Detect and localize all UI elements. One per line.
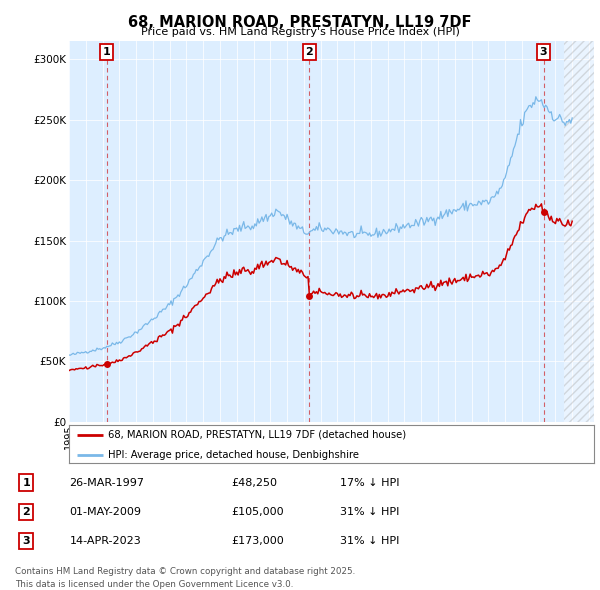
Text: 3: 3	[540, 47, 547, 57]
Text: 31% ↓ HPI: 31% ↓ HPI	[340, 507, 400, 517]
Text: 26-MAR-1997: 26-MAR-1997	[70, 477, 145, 487]
Text: HPI: Average price, detached house, Denbighshire: HPI: Average price, detached house, Denb…	[109, 450, 359, 460]
Text: 2: 2	[23, 507, 30, 517]
Text: £173,000: £173,000	[231, 536, 284, 546]
Text: 3: 3	[23, 536, 30, 546]
Text: 14-APR-2023: 14-APR-2023	[70, 536, 142, 546]
Text: Contains HM Land Registry data © Crown copyright and database right 2025.
This d: Contains HM Land Registry data © Crown c…	[15, 568, 355, 589]
Text: 31% ↓ HPI: 31% ↓ HPI	[340, 536, 400, 546]
Text: 17% ↓ HPI: 17% ↓ HPI	[340, 477, 400, 487]
Text: Price paid vs. HM Land Registry's House Price Index (HPI): Price paid vs. HM Land Registry's House …	[140, 27, 460, 37]
Text: 1: 1	[23, 477, 30, 487]
Text: 1: 1	[103, 47, 110, 57]
Text: 68, MARION ROAD, PRESTATYN, LL19 7DF (detached house): 68, MARION ROAD, PRESTATYN, LL19 7DF (de…	[109, 430, 407, 440]
Text: £48,250: £48,250	[231, 477, 277, 487]
Polygon shape	[564, 41, 594, 422]
Text: £105,000: £105,000	[231, 507, 284, 517]
Text: 01-MAY-2009: 01-MAY-2009	[70, 507, 142, 517]
Text: 2: 2	[305, 47, 313, 57]
Text: 68, MARION ROAD, PRESTATYN, LL19 7DF: 68, MARION ROAD, PRESTATYN, LL19 7DF	[128, 15, 472, 30]
